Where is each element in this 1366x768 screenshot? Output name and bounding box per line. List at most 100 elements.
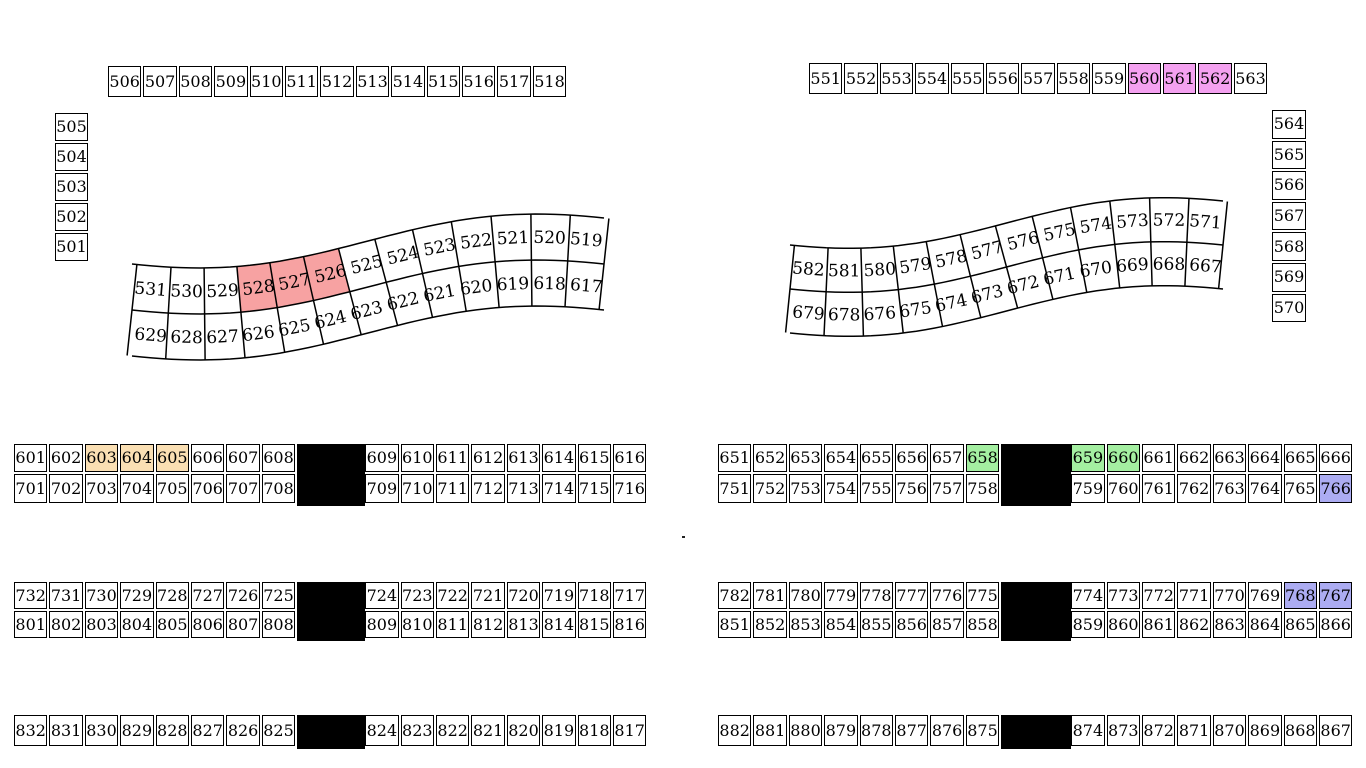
cell-829[interactable]: 829 xyxy=(120,715,154,746)
cell-627[interactable]: 627 xyxy=(206,327,239,349)
cell-882[interactable]: 882 xyxy=(718,715,752,746)
cell-521[interactable]: 521 xyxy=(496,228,529,250)
cell-579[interactable]: 579 xyxy=(898,254,933,279)
cell-824[interactable]: 824 xyxy=(365,715,399,746)
cell-878[interactable]: 878 xyxy=(859,715,893,746)
cell-859[interactable]: 859 xyxy=(1071,611,1105,638)
cell-722[interactable]: 722 xyxy=(436,582,470,609)
cell-622[interactable]: 622 xyxy=(385,288,421,315)
cell-662[interactable]: 662 xyxy=(1177,444,1211,472)
cell-801[interactable]: 801 xyxy=(14,611,48,638)
cell-758[interactable]: 758 xyxy=(965,474,1000,503)
cell-755[interactable]: 755 xyxy=(859,474,893,503)
cell-779[interactable]: 779 xyxy=(824,582,858,609)
cell-821[interactable]: 821 xyxy=(471,715,505,746)
cell-628[interactable]: 628 xyxy=(170,327,203,348)
cell-663[interactable]: 663 xyxy=(1212,444,1247,472)
cell-817[interactable]: 817 xyxy=(613,715,647,746)
cell-764[interactable]: 764 xyxy=(1248,474,1282,503)
cell-619[interactable]: 619 xyxy=(496,274,529,296)
cell-725[interactable]: 725 xyxy=(261,582,296,609)
cell-856[interactable]: 856 xyxy=(895,611,929,638)
cell-574[interactable]: 574 xyxy=(1078,214,1113,239)
cell-701[interactable]: 701 xyxy=(14,474,48,503)
cell-606[interactable]: 606 xyxy=(191,444,225,472)
cell-867[interactable]: 867 xyxy=(1319,715,1353,746)
cell-515[interactable]: 515 xyxy=(426,66,460,97)
cell-808[interactable]: 808 xyxy=(261,611,296,638)
cell-731[interactable]: 731 xyxy=(49,582,83,609)
cell-651[interactable]: 651 xyxy=(718,444,752,472)
cell-866[interactable]: 866 xyxy=(1319,611,1353,638)
cell-778[interactable]: 778 xyxy=(859,582,893,609)
cell-563[interactable]: 563 xyxy=(1233,63,1268,94)
cell-759[interactable]: 759 xyxy=(1071,474,1105,503)
cell-565[interactable]: 565 xyxy=(1272,140,1306,170)
cell-855[interactable]: 855 xyxy=(859,611,893,638)
cell-768[interactable]: 768 xyxy=(1283,582,1317,609)
cell-668[interactable]: 668 xyxy=(1153,255,1186,275)
cell-660[interactable]: 660 xyxy=(1106,444,1140,472)
cell-664[interactable]: 664 xyxy=(1248,444,1282,472)
cell-811[interactable]: 811 xyxy=(436,611,470,638)
cell-809[interactable]: 809 xyxy=(365,611,399,638)
cell-774[interactable]: 774 xyxy=(1071,582,1105,609)
cell-580[interactable]: 580 xyxy=(863,259,897,281)
cell-653[interactable]: 653 xyxy=(788,444,823,472)
cell-674[interactable]: 674 xyxy=(933,290,969,317)
cell-672[interactable]: 672 xyxy=(1005,272,1041,299)
cell-667[interactable]: 667 xyxy=(1188,255,1222,277)
cell-566[interactable]: 566 xyxy=(1272,171,1306,200)
cell-516[interactable]: 516 xyxy=(462,66,496,97)
cell-775[interactable]: 775 xyxy=(965,582,1000,609)
cell-616[interactable]: 616 xyxy=(613,444,647,472)
cell-612[interactable]: 612 xyxy=(471,444,505,472)
cell-802[interactable]: 802 xyxy=(49,611,83,638)
cell-675[interactable]: 675 xyxy=(898,298,933,323)
cell-657[interactable]: 657 xyxy=(930,444,964,472)
cell-708[interactable]: 708 xyxy=(261,474,296,503)
cell-732[interactable]: 732 xyxy=(14,582,48,609)
cell-782[interactable]: 782 xyxy=(718,582,752,609)
cell-551[interactable]: 551 xyxy=(809,63,843,94)
cell-524[interactable]: 524 xyxy=(385,242,421,269)
cell-654[interactable]: 654 xyxy=(824,444,858,472)
cell-530[interactable]: 530 xyxy=(170,281,203,302)
cell-601[interactable]: 601 xyxy=(14,444,48,472)
cell-861[interactable]: 861 xyxy=(1142,611,1176,638)
cell-715[interactable]: 715 xyxy=(577,474,611,503)
cell-754[interactable]: 754 xyxy=(824,474,858,503)
cell-751[interactable]: 751 xyxy=(718,474,752,503)
cell-851[interactable]: 851 xyxy=(718,611,752,638)
cell-876[interactable]: 876 xyxy=(930,715,964,746)
cell-776[interactable]: 776 xyxy=(930,582,964,609)
cell-814[interactable]: 814 xyxy=(542,611,576,638)
cell-871[interactable]: 871 xyxy=(1177,715,1211,746)
cell-656[interactable]: 656 xyxy=(895,444,929,472)
cell-831[interactable]: 831 xyxy=(49,715,83,746)
cell-716[interactable]: 716 xyxy=(613,474,647,503)
cell-810[interactable]: 810 xyxy=(400,611,434,638)
cell-756[interactable]: 756 xyxy=(895,474,929,503)
cell-575[interactable]: 575 xyxy=(1042,219,1078,246)
cell-569[interactable]: 569 xyxy=(1272,263,1306,292)
cell-577[interactable]: 577 xyxy=(969,237,1005,264)
cell-863[interactable]: 863 xyxy=(1212,611,1247,638)
cell-763[interactable]: 763 xyxy=(1212,474,1247,503)
cell-875[interactable]: 875 xyxy=(965,715,1000,746)
cell-557[interactable]: 557 xyxy=(1021,63,1055,94)
cell-503[interactable]: 503 xyxy=(55,173,88,201)
cell-854[interactable]: 854 xyxy=(824,611,858,638)
cell-502[interactable]: 502 xyxy=(55,203,88,231)
cell-highlight-528[interactable] xyxy=(236,262,278,313)
cell-772[interactable]: 772 xyxy=(1142,582,1176,609)
cell-560[interactable]: 560 xyxy=(1127,63,1161,94)
cell-629[interactable]: 629 xyxy=(134,324,168,347)
cell-517[interactable]: 517 xyxy=(497,66,531,97)
cell-523[interactable]: 523 xyxy=(422,235,458,261)
cell-813[interactable]: 813 xyxy=(506,611,541,638)
cell-652[interactable]: 652 xyxy=(753,444,787,472)
cell-721[interactable]: 721 xyxy=(471,582,505,609)
cell-555[interactable]: 555 xyxy=(950,63,984,94)
cell-615[interactable]: 615 xyxy=(577,444,611,472)
